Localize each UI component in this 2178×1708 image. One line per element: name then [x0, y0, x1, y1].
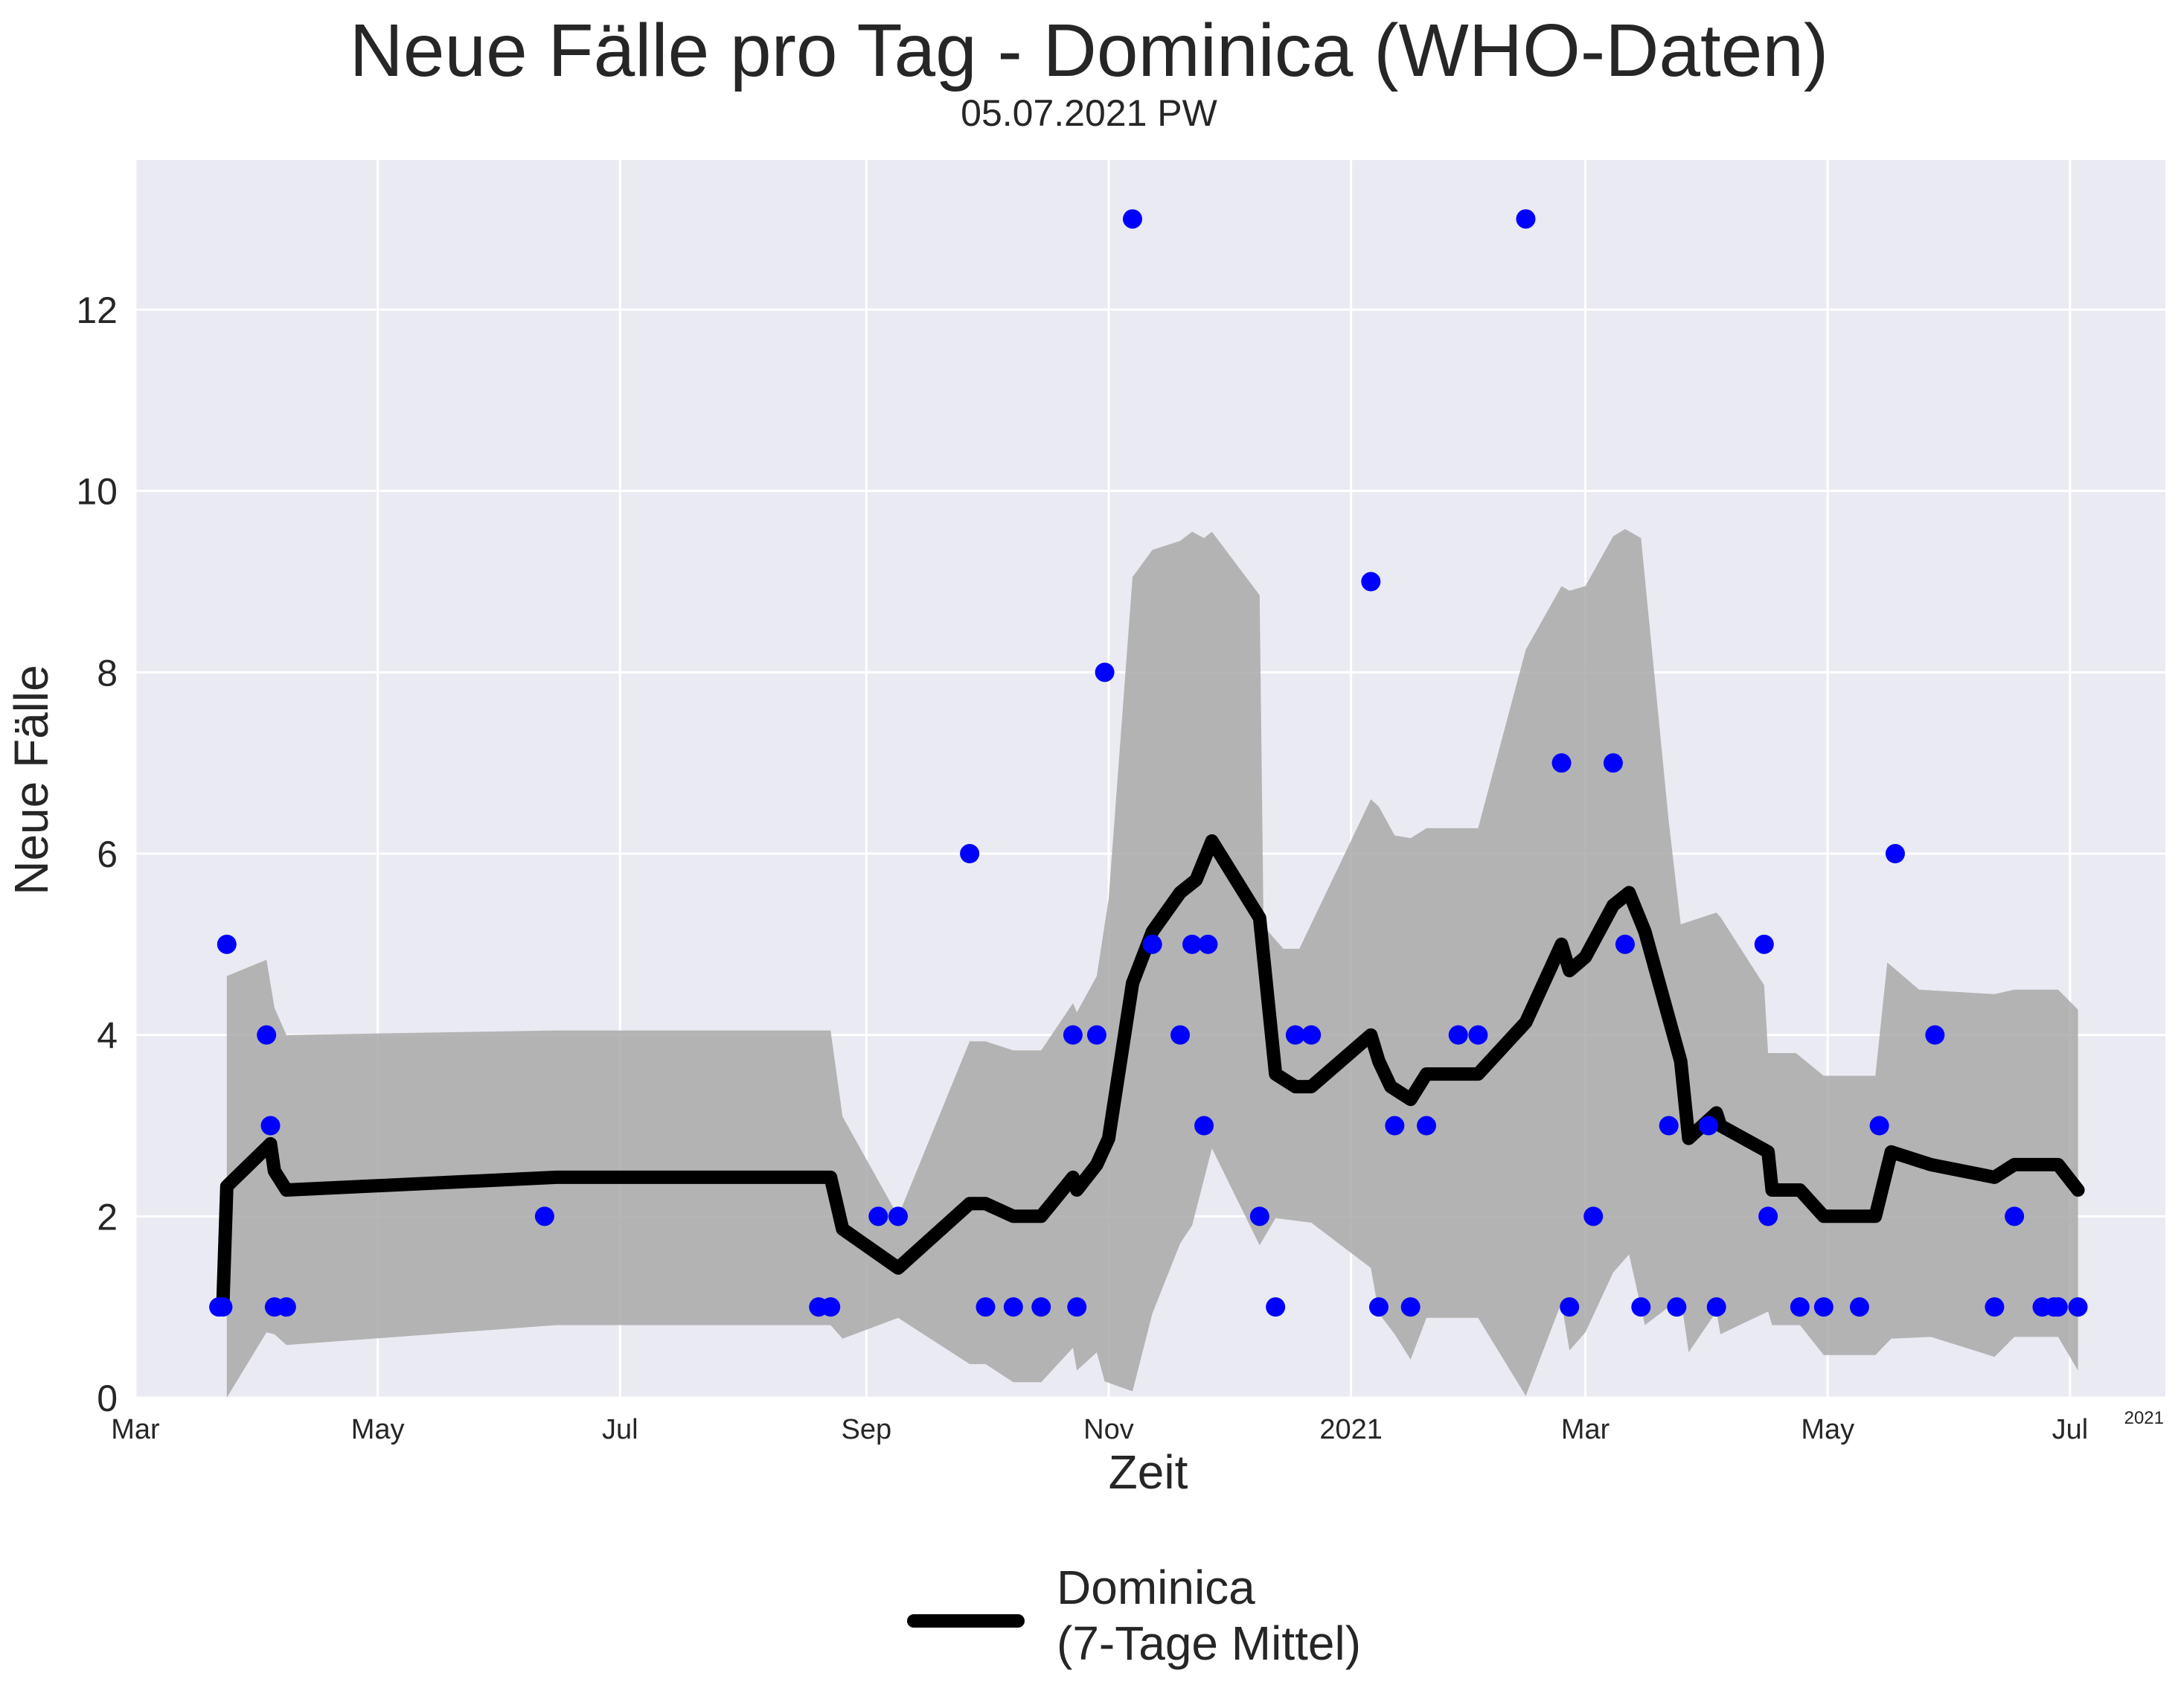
scatter-point [1142, 934, 1162, 954]
x-tick-label: Jul [602, 1414, 638, 1445]
scatter-point [960, 844, 980, 864]
y-axis-label: Neue Fälle [4, 665, 58, 895]
scatter-point [868, 1206, 888, 1226]
scatter-point [1885, 844, 1905, 864]
x-tick-label: May [1801, 1414, 1854, 1445]
scatter-point [276, 1297, 296, 1317]
scatter-point [1194, 1116, 1214, 1136]
x-tick-label: May [351, 1414, 405, 1445]
y-tick-label: 12 [76, 290, 118, 331]
scatter-point [1170, 1025, 1191, 1045]
scatter-point [1754, 934, 1774, 954]
scatter-point [217, 934, 237, 954]
scatter-point [1249, 1206, 1269, 1226]
x-tick-labels: Mar May Jul Sep Nov 2021 Mar May Jul [111, 1414, 2088, 1445]
scatter-point [976, 1297, 996, 1317]
scatter-point [1417, 1116, 1437, 1136]
scatter-point [1631, 1297, 1651, 1317]
y-tick-label: 8 [97, 652, 118, 694]
scatter-point [1699, 1116, 1719, 1136]
scatter-points [209, 209, 2088, 1317]
x-tick-label: 2021 [1319, 1414, 1383, 1445]
chart-subtitle: 05.07.2021 PW [961, 92, 1217, 134]
scatter-point [1448, 1025, 1468, 1045]
scatter-point [2005, 1206, 2025, 1226]
y-tick-label: 2 [97, 1196, 118, 1238]
scatter-point [1063, 1025, 1083, 1045]
scatter-point [1925, 1025, 1945, 1045]
scatter-point [1122, 209, 1142, 229]
scatter-point [1813, 1297, 1833, 1317]
scatter-point [1182, 934, 1202, 954]
scatter-point [1516, 209, 1536, 229]
scatter-point [1560, 1297, 1580, 1317]
scatter-point [1400, 1297, 1420, 1317]
x-axis-label: Zeit [1109, 1445, 1188, 1499]
scatter-point [1361, 572, 1381, 592]
legend: Dominica (7-Tage Mittel) [907, 1561, 1361, 1670]
x-tick-label: Sep [841, 1414, 891, 1445]
scatter-point [2048, 1297, 2068, 1317]
scatter-point [1198, 934, 1218, 954]
scatter-point [888, 1206, 909, 1226]
scatter-point [1551, 753, 1572, 773]
scatter-point [1985, 1297, 2005, 1317]
scatter-point [1468, 1025, 1488, 1045]
x-tick-label: Jul [2052, 1414, 2089, 1445]
scatter-point [1095, 662, 1115, 682]
scatter-point [1031, 1297, 1051, 1317]
scatter-point [1266, 1297, 1286, 1317]
scatter-point [1067, 1297, 1087, 1317]
scatter-point [1667, 1297, 1687, 1317]
scatter-point [1603, 753, 1623, 773]
scatter-point [1301, 1025, 1322, 1045]
scatter-point [260, 1116, 281, 1136]
scatter-point [213, 1297, 233, 1317]
scatter-point [534, 1206, 554, 1226]
x-tick-label: Mar [1561, 1414, 1610, 1445]
scatter-point [1615, 934, 1635, 954]
scatter-point [1790, 1297, 1810, 1317]
scatter-point [1706, 1297, 1726, 1317]
y-tick-labels: 0 2 4 6 8 10 12 [76, 290, 118, 1419]
y-tick-label: 0 [97, 1378, 118, 1419]
scatter-point [1368, 1297, 1389, 1317]
y-tick-label: 6 [97, 834, 118, 875]
scatter-point [821, 1297, 841, 1317]
scatter-point [1659, 1116, 1679, 1136]
scatter-point [2068, 1297, 2088, 1317]
scatter-point [1849, 1297, 1869, 1317]
scatter-point [257, 1025, 277, 1045]
scatter-point [1583, 1206, 1604, 1226]
scatter-point [1285, 1025, 1305, 1045]
y-tick-label: 4 [97, 1015, 118, 1057]
scatter-point [1086, 1025, 1106, 1045]
x-tick-label: Nov [1083, 1414, 1134, 1445]
scatter-point [1003, 1297, 1023, 1317]
chart-title: Neue Fälle pro Tag - Dominica (WHO-Daten… [349, 9, 1829, 92]
x-tick-label: Mar [111, 1414, 160, 1445]
scatter-point [1758, 1206, 1778, 1226]
scatter-point [1385, 1116, 1405, 1136]
y-tick-label: 10 [76, 471, 118, 513]
scatter-point [1869, 1116, 1889, 1136]
x-offset-label: 2021 [2124, 1408, 2164, 1428]
series-line-mean [216, 834, 2085, 1314]
legend-label: Dominica (7-Tage Mittel) [1057, 1561, 1361, 1670]
